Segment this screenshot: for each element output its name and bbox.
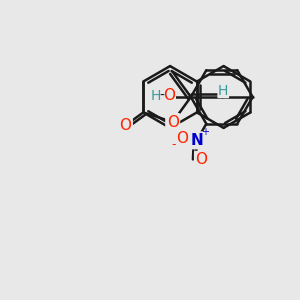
Text: -: - (160, 88, 164, 103)
Text: H: H (150, 88, 161, 103)
Text: H: H (218, 83, 228, 98)
Text: O: O (119, 118, 131, 133)
Text: O: O (195, 152, 207, 167)
Text: O: O (163, 88, 175, 103)
Text: O: O (167, 115, 179, 130)
Text: +: + (201, 127, 209, 137)
Text: O: O (176, 131, 188, 146)
Text: -: - (172, 138, 176, 151)
Text: N: N (190, 133, 203, 148)
